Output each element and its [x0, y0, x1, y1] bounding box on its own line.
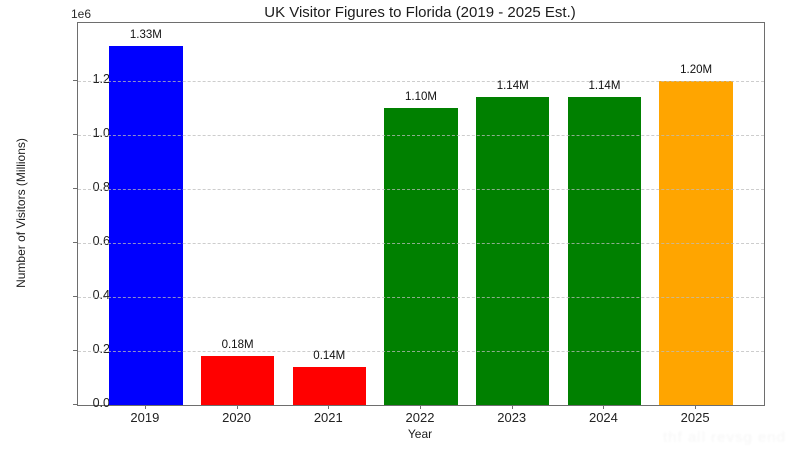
x-tick-mark: [144, 405, 146, 409]
y-tick-mark: [73, 404, 77, 405]
bar-2024: [567, 97, 642, 405]
gridline: [78, 351, 764, 352]
bar-2020: [200, 356, 275, 405]
bar-value-label: 1.14M: [588, 80, 621, 93]
x-tick-label: 2021: [313, 410, 343, 425]
x-tick-label: 2019: [130, 410, 160, 425]
watermark: thf all revsg end: [663, 429, 786, 446]
y-tick-mark: [73, 350, 77, 351]
x-tick-label: 2023: [497, 410, 527, 425]
x-axis-label: Year: [407, 427, 433, 441]
y-tick-label: 1.0: [92, 126, 110, 141]
x-tick-mark: [328, 405, 330, 409]
bar-value-label: 1.20M: [680, 64, 713, 77]
x-tick-mark: [420, 405, 421, 409]
x-tick-label: 2020: [222, 410, 252, 425]
bar-2023: [476, 97, 550, 405]
y-tick-label: 0.2: [92, 342, 110, 356]
bar-value-label: 1.10M: [405, 91, 437, 104]
y-tick-mark: [73, 296, 77, 297]
y-axis-offset-text: 1e6: [71, 7, 92, 21]
bar-2022: [384, 108, 458, 405]
y-tick-label: 0.4: [92, 288, 110, 302]
gridline: [78, 189, 764, 191]
bar-value-label: 0.18M: [221, 339, 254, 352]
bar-2021: [292, 367, 366, 405]
chart-title: UK Visitor Figures to Florida (2019 - 20…: [264, 4, 576, 21]
x-tick-label: 2025: [680, 410, 710, 425]
y-tick-mark: [73, 80, 77, 82]
gridline: [78, 81, 764, 83]
gridline: [78, 243, 764, 245]
y-tick-label: 0.6: [92, 234, 110, 249]
bar-value-label: 1.33M: [129, 28, 162, 41]
y-tick-label: 1.2: [92, 72, 110, 87]
x-tick-mark: [511, 405, 513, 409]
gridline: [78, 135, 764, 137]
x-tick-label: 2024: [588, 410, 618, 425]
x-tick-label: 2022: [405, 410, 435, 425]
bar-value-label: 1.14M: [496, 80, 529, 93]
x-tick-mark: [695, 405, 697, 409]
gridline: [78, 297, 764, 298]
y-axis-label: Number of Visitors (Millions): [14, 138, 28, 288]
y-tick-mark: [73, 242, 77, 244]
y-tick-mark: [73, 134, 77, 136]
bar-2019: [109, 45, 183, 405]
x-tick-mark: [236, 405, 238, 409]
x-tick-mark: [603, 405, 605, 409]
y-tick-label: 0.0: [92, 396, 110, 410]
bar-value-label: 0.14M: [313, 350, 346, 363]
y-tick-label: 0.8: [92, 180, 110, 195]
plot-area: 1.33M 0.18M 0.14M 1.10M 1.14M 1.14M 1.20M: [77, 22, 765, 406]
y-tick-mark: [73, 188, 77, 190]
